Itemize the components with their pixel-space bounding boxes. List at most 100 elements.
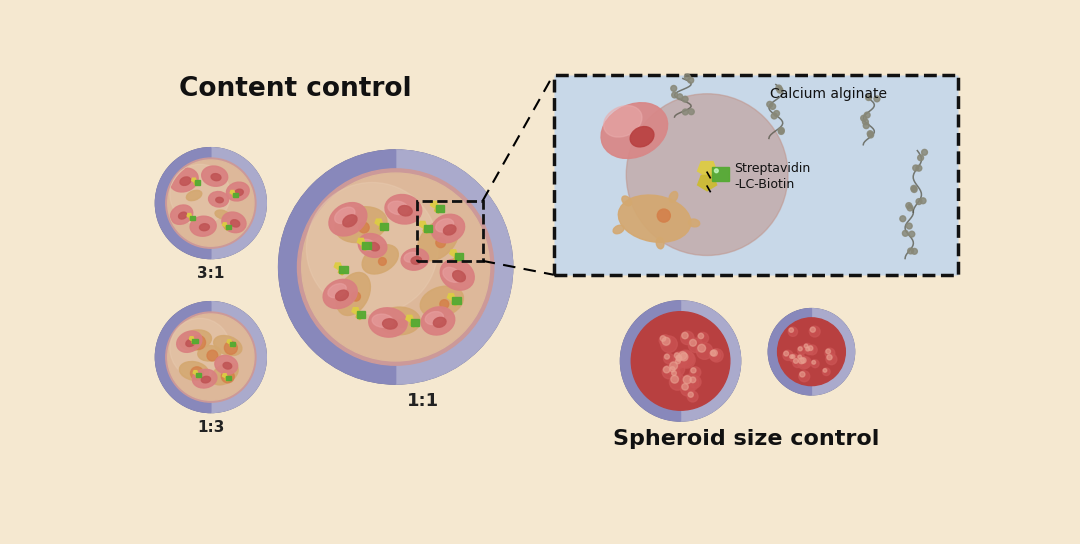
Circle shape [670, 367, 675, 372]
Ellipse shape [657, 237, 664, 249]
Circle shape [796, 355, 811, 370]
Bar [194, 180, 200, 184]
Ellipse shape [399, 206, 413, 216]
Bar [357, 311, 365, 318]
Ellipse shape [622, 196, 632, 206]
Circle shape [664, 354, 670, 359]
Circle shape [658, 333, 672, 348]
Circle shape [676, 356, 681, 361]
Circle shape [810, 359, 820, 369]
Circle shape [397, 319, 406, 327]
Circle shape [867, 132, 874, 138]
Circle shape [688, 392, 693, 397]
Circle shape [779, 127, 784, 133]
Circle shape [788, 327, 797, 336]
Ellipse shape [214, 336, 242, 356]
Circle shape [166, 158, 256, 248]
Circle shape [225, 342, 238, 354]
Polygon shape [335, 263, 341, 269]
Circle shape [710, 349, 724, 362]
Wedge shape [211, 147, 267, 258]
Ellipse shape [384, 195, 421, 224]
Circle shape [804, 345, 814, 356]
Polygon shape [454, 256, 461, 262]
Circle shape [707, 348, 723, 362]
Circle shape [674, 353, 679, 358]
Bar [363, 242, 370, 249]
Ellipse shape [426, 312, 444, 325]
Circle shape [689, 376, 701, 388]
Circle shape [632, 312, 730, 410]
Circle shape [797, 369, 811, 383]
Circle shape [440, 300, 449, 308]
Bar [192, 339, 198, 343]
Bar [410, 319, 419, 326]
Circle shape [359, 222, 369, 233]
Circle shape [667, 364, 681, 378]
Ellipse shape [619, 195, 691, 242]
Ellipse shape [382, 319, 397, 329]
Bar [435, 205, 444, 212]
Ellipse shape [418, 219, 459, 261]
Ellipse shape [359, 233, 387, 257]
Circle shape [666, 358, 687, 379]
Circle shape [804, 343, 811, 351]
Circle shape [806, 347, 810, 351]
Circle shape [767, 101, 772, 107]
Polygon shape [698, 162, 717, 177]
Circle shape [773, 110, 780, 116]
Circle shape [903, 231, 908, 236]
Circle shape [916, 199, 922, 205]
Circle shape [797, 354, 805, 362]
Circle shape [798, 355, 801, 359]
Circle shape [698, 344, 705, 352]
Polygon shape [375, 219, 382, 225]
Circle shape [787, 326, 799, 337]
Ellipse shape [234, 189, 243, 196]
Text: Content control: Content control [179, 76, 411, 102]
Circle shape [670, 369, 681, 381]
Circle shape [788, 353, 797, 363]
Circle shape [807, 345, 818, 355]
Circle shape [806, 344, 819, 356]
Circle shape [907, 205, 913, 211]
Circle shape [778, 318, 846, 386]
Ellipse shape [198, 345, 220, 361]
Circle shape [920, 198, 926, 203]
Ellipse shape [669, 191, 678, 202]
Ellipse shape [186, 339, 195, 347]
Circle shape [906, 203, 912, 208]
Ellipse shape [177, 331, 202, 353]
Circle shape [799, 371, 810, 382]
Circle shape [678, 351, 687, 360]
Ellipse shape [211, 174, 221, 181]
Circle shape [808, 325, 822, 338]
Circle shape [697, 343, 713, 360]
Polygon shape [227, 340, 231, 344]
Circle shape [626, 94, 788, 256]
Circle shape [156, 302, 267, 412]
Circle shape [715, 169, 718, 172]
Circle shape [672, 92, 677, 98]
Wedge shape [680, 301, 741, 421]
Circle shape [684, 376, 691, 384]
Bar [380, 222, 389, 230]
Ellipse shape [170, 168, 199, 192]
Circle shape [167, 314, 254, 400]
Circle shape [710, 349, 720, 361]
Circle shape [690, 339, 697, 346]
Ellipse shape [443, 267, 461, 282]
Circle shape [659, 334, 679, 355]
Bar [453, 297, 461, 304]
Ellipse shape [221, 212, 246, 233]
Circle shape [681, 374, 699, 391]
Circle shape [167, 160, 254, 246]
Circle shape [866, 95, 872, 101]
Bar [226, 376, 231, 380]
Ellipse shape [604, 106, 642, 137]
Circle shape [779, 128, 784, 134]
Circle shape [874, 96, 880, 102]
Polygon shape [230, 190, 234, 194]
Bar [712, 167, 729, 181]
Circle shape [823, 369, 827, 372]
